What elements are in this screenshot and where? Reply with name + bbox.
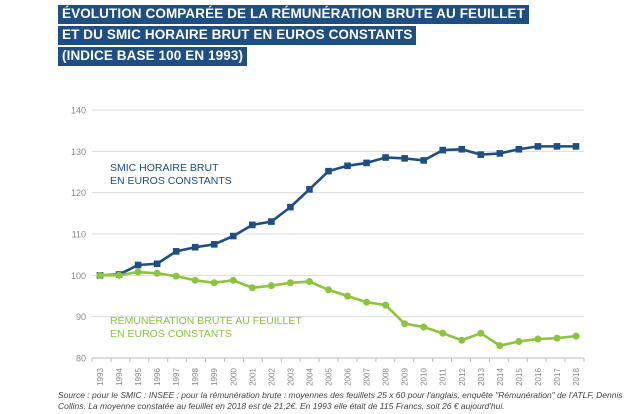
series-0-point-2013 bbox=[477, 151, 485, 158]
x-tick-label-2016: 2016 bbox=[534, 368, 543, 386]
x-tick-label-2013: 2013 bbox=[477, 368, 486, 386]
series-0-point-1998 bbox=[191, 243, 199, 251]
y-tick-label-140: 140 bbox=[71, 106, 86, 116]
series-1-point-2014 bbox=[496, 342, 504, 350]
x-tick-label-1999: 1999 bbox=[210, 368, 219, 386]
series-0-point-2010 bbox=[420, 157, 427, 164]
x-tick-label-1997: 1997 bbox=[172, 368, 181, 386]
series-0-point-2014 bbox=[496, 150, 504, 157]
series-1-point-2016 bbox=[534, 335, 542, 343]
source-line-1: Source : pour le SMIC : INSEE ; pour la … bbox=[58, 390, 623, 400]
x-tick-label-2004: 2004 bbox=[305, 368, 314, 386]
series-1-point-2010 bbox=[420, 323, 428, 331]
series-0-point-2007 bbox=[363, 159, 370, 167]
x-tick-label-2008: 2008 bbox=[382, 368, 391, 386]
series-1-point-1999 bbox=[210, 279, 218, 287]
series-1-point-2018 bbox=[572, 332, 580, 340]
series-0-point-2000 bbox=[229, 232, 237, 240]
series-1-point-1998 bbox=[191, 276, 199, 284]
x-tick-label-2005: 2005 bbox=[324, 368, 333, 386]
series-0-point-2011 bbox=[439, 146, 447, 154]
series-0-point-2012 bbox=[458, 145, 466, 153]
x-tick-label-2000: 2000 bbox=[229, 368, 238, 386]
y-tick-label-110: 110 bbox=[72, 230, 86, 240]
x-tick-label-2001: 2001 bbox=[248, 368, 257, 386]
series-0-point-1999 bbox=[210, 241, 218, 248]
series-1-point-2005 bbox=[324, 286, 332, 294]
series-1-point-2011 bbox=[439, 329, 447, 337]
series-0-point-1997 bbox=[172, 248, 180, 255]
series-1-point-1993 bbox=[96, 271, 104, 279]
title-line-1: ÉVOLUTION COMPARÉE DE LA RÉMUNÉRATION BR… bbox=[58, 5, 529, 24]
series-0-point-2009 bbox=[401, 155, 408, 162]
series-0-point-2006 bbox=[344, 162, 351, 170]
series-1-point-2009 bbox=[401, 320, 409, 328]
title-line-2: ET DU SMIC HORAIRE BRUT EN EUROS CONSTAN… bbox=[58, 26, 417, 45]
x-tick-label-2010: 2010 bbox=[420, 368, 429, 386]
x-tick-label-2012: 2012 bbox=[458, 368, 467, 386]
series-1-point-1996 bbox=[153, 269, 161, 277]
series-1-point-2013 bbox=[477, 329, 485, 337]
series-0-point-2001 bbox=[249, 221, 256, 229]
series-1-point-2001 bbox=[248, 284, 256, 292]
x-tick-label-1996: 1996 bbox=[153, 368, 162, 386]
series-0-point-2018 bbox=[572, 143, 580, 150]
series-label-0-line-0: SMIC HORAIRE BRUT bbox=[110, 162, 219, 174]
source-line-2: Collins. La moyenne constatée au feuille… bbox=[58, 401, 505, 411]
series-0-point-2002 bbox=[268, 218, 275, 225]
series-0-point-2005 bbox=[325, 167, 332, 175]
chart-title: ÉVOLUTION COMPARÉE DE LA RÉMUNÉRATION BR… bbox=[58, 5, 529, 68]
series-1-point-1995 bbox=[134, 268, 142, 276]
series-1-point-2002 bbox=[267, 282, 275, 290]
series-1-point-2004 bbox=[305, 278, 313, 286]
x-tick-label-2015: 2015 bbox=[515, 368, 524, 386]
series-1-point-2015 bbox=[515, 337, 523, 345]
series-0-point-2016 bbox=[534, 143, 542, 150]
series-0-point-1996 bbox=[153, 260, 161, 268]
series-1-point-2017 bbox=[553, 334, 561, 342]
x-tick-label-1994: 1994 bbox=[115, 368, 124, 386]
y-tick-label-130: 130 bbox=[71, 147, 86, 157]
x-tick-label-2018: 2018 bbox=[572, 368, 581, 386]
y-tick-label-120: 120 bbox=[71, 188, 86, 198]
series-0-point-2017 bbox=[553, 143, 561, 150]
x-tick-label-2011: 2011 bbox=[439, 368, 448, 386]
y-tick-label-100: 100 bbox=[71, 271, 86, 281]
series-label-0-line-1: EN EUROS CONSTANTS bbox=[110, 175, 232, 187]
title-line-3: (INDICE BASE 100 EN 1993) bbox=[58, 47, 248, 66]
source-note: Source : pour le SMIC : INSEE ; pour la … bbox=[58, 390, 638, 412]
x-tick-label-2003: 2003 bbox=[286, 368, 295, 386]
series-1-point-1997 bbox=[172, 272, 180, 280]
series-label-1-line-1: EN EUROS CONSTANTS bbox=[110, 328, 232, 340]
y-tick-label-90: 90 bbox=[76, 312, 86, 322]
series-0-point-2003 bbox=[287, 203, 294, 211]
y-tick-label-80: 80 bbox=[76, 354, 86, 364]
x-tick-label-2007: 2007 bbox=[363, 368, 372, 386]
series-0-point-2008 bbox=[382, 154, 389, 161]
series-1-point-2007 bbox=[363, 298, 371, 306]
series-1-point-2003 bbox=[286, 279, 294, 287]
series-1-point-2008 bbox=[382, 301, 390, 309]
series-0-point-2015 bbox=[515, 145, 523, 153]
x-tick-label-2014: 2014 bbox=[496, 368, 505, 386]
series-1-point-1994 bbox=[115, 271, 123, 279]
series-0-point-2004 bbox=[306, 186, 313, 193]
series-1-point-2000 bbox=[229, 276, 237, 284]
x-tick-label-1995: 1995 bbox=[134, 368, 143, 386]
x-tick-label-1993: 1993 bbox=[96, 368, 105, 386]
x-tick-label-1998: 1998 bbox=[191, 368, 200, 386]
series-label-1-line-0: RÉMUNÉRATION BRUTE AU FEUILLET bbox=[110, 314, 302, 327]
x-tick-label-2017: 2017 bbox=[553, 368, 562, 386]
line-chart: 80 90 100 110 120 130 140 1993 1994 1995 1996 1997 1… bbox=[71, 106, 585, 386]
x-tick-label-2006: 2006 bbox=[344, 368, 353, 386]
x-tick-label-2002: 2002 bbox=[267, 368, 276, 386]
series-0-point-1995 bbox=[134, 261, 142, 269]
series-1-point-2006 bbox=[344, 292, 352, 300]
x-tick-label-2009: 2009 bbox=[401, 368, 410, 386]
series-1-point-2012 bbox=[458, 336, 466, 344]
